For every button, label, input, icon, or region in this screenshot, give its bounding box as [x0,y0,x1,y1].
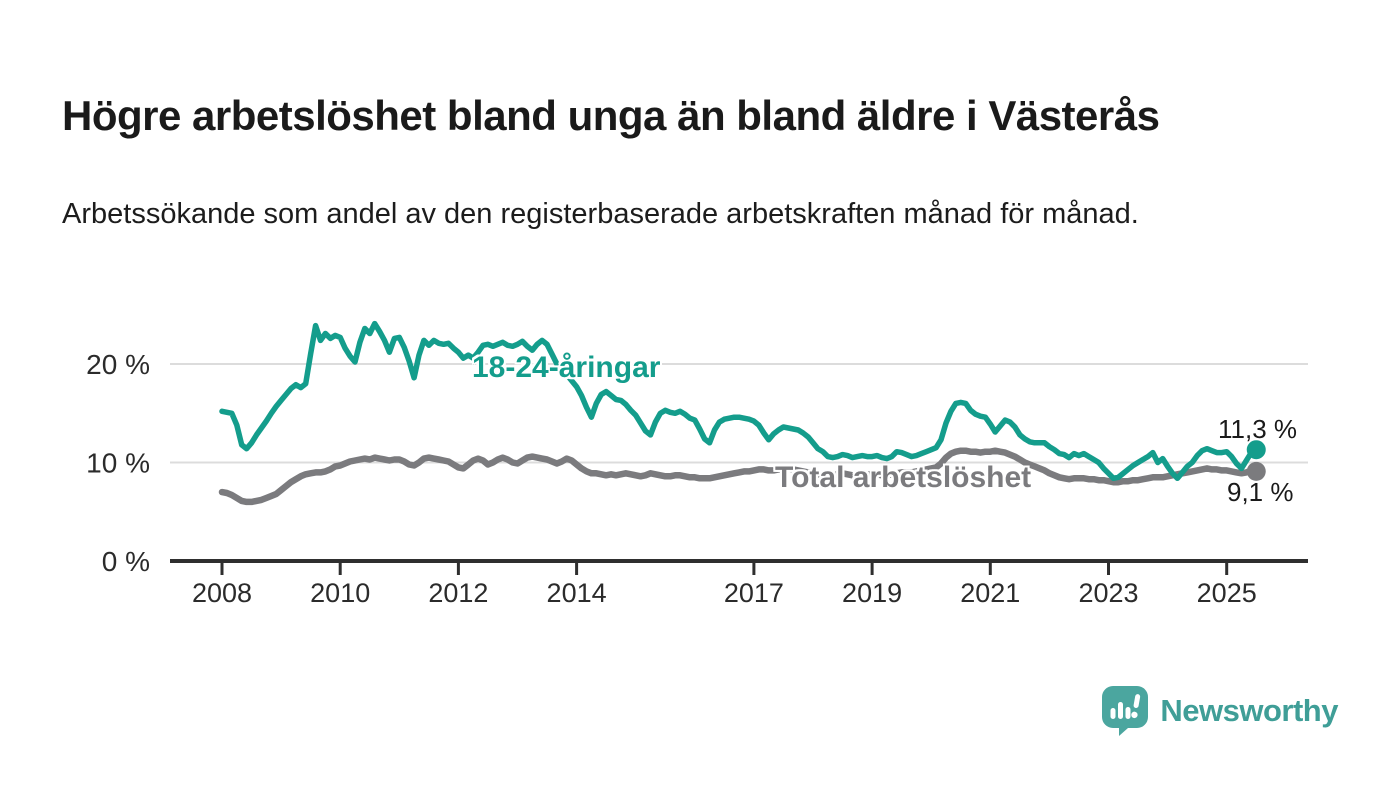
newsworthy-bubble-chart-icon [1102,686,1149,736]
x-axis-tick-label: 2010 [310,578,370,608]
x-axis-tick-label: 2017 [724,578,784,608]
series-label-youth: 18-24-åringar [472,351,661,384]
y-axis-tick-label: 0 % [102,546,150,577]
x-axis-tick-label: 2008 [192,578,252,608]
x-axis-tick-label: 2012 [428,578,488,608]
series-label-total: Total arbetslöshet [775,461,1032,494]
newsworthy-logo: Newsworthy [1102,686,1338,736]
end-value-label-total: 9,1 % [1227,477,1294,507]
x-axis-tick-label: 2019 [842,578,902,608]
end-dot-youth [1246,440,1266,460]
x-axis-tick-label: 2025 [1197,578,1257,608]
x-axis-tick-label: 2021 [960,578,1020,608]
y-axis-tick-label: 20 % [86,349,150,380]
y-axis-tick-label: 10 % [86,448,150,479]
end-value-label-youth: 11,3 % [1218,414,1298,444]
series-line-total [218,447,1260,506]
chart-subtitle: Arbetssökande som andel av den registerb… [62,198,1139,230]
series-line-youth [219,320,1260,482]
x-axis-tick-label: 2023 [1078,578,1138,608]
x-axis-tick-label: 2014 [547,578,607,608]
end-dot-total [1246,461,1266,481]
newsworthy-brand-text: Newsworthy [1160,693,1338,728]
page-title: Högre arbetslöshet bland unga än bland ä… [62,92,1160,140]
